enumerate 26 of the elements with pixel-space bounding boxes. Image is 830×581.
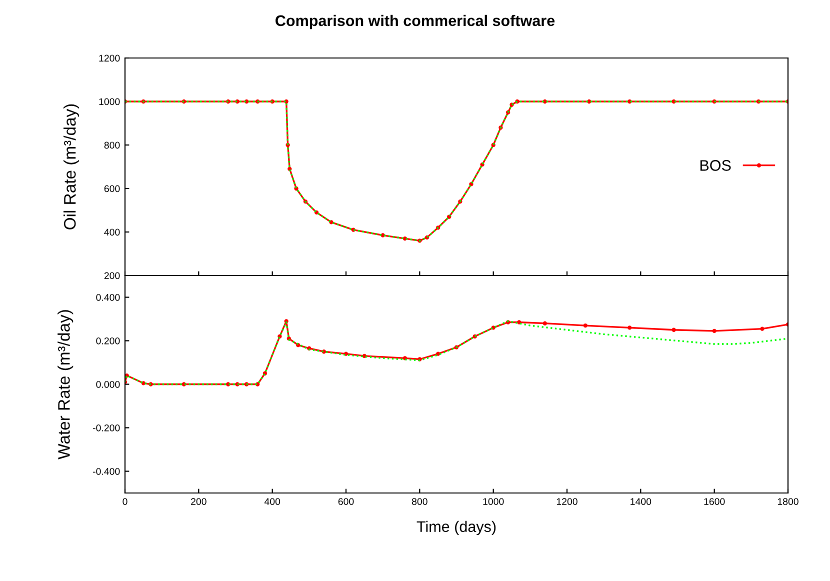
y-tick-label: 400: [104, 228, 120, 236]
y-tick-label: 0.000: [96, 380, 120, 388]
x-tick-label: 1400: [630, 498, 652, 505]
y-tick-label: 200: [104, 272, 120, 280]
y-tick-label: 800: [104, 142, 120, 149]
y-tick-label: 0.400: [96, 294, 120, 301]
y-tick-label: 600: [104, 185, 120, 192]
x-tick-label: 200: [191, 498, 206, 505]
x-tick-label: 1800: [778, 498, 798, 505]
y-tick-label: 1000: [99, 98, 120, 106]
x-tick-label: 1000: [483, 498, 504, 505]
x-tick-label: 0: [122, 498, 128, 505]
y-tick-label: -0.400: [93, 468, 120, 475]
y-tick-label: 0.200: [96, 337, 120, 344]
y-axis-title: Oil Rate (m³/day): [64, 104, 80, 230]
y-tick-label: 1200: [99, 54, 120, 62]
y-axis-title: Water Rate (m³/day): [58, 310, 74, 460]
y-tick-label: -0.200: [93, 424, 120, 432]
x-tick-label: 600: [338, 498, 354, 505]
chart-title: Comparison with commerical software: [276, 14, 555, 30]
x-axis-title: Time (days): [416, 520, 496, 536]
legend-label: BOS: [700, 160, 731, 171]
x-tick-label: 400: [264, 498, 280, 505]
x-tick-label: 1200: [556, 498, 578, 505]
x-tick-label: 1600: [704, 498, 725, 505]
x-tick-label: 800: [412, 498, 428, 505]
